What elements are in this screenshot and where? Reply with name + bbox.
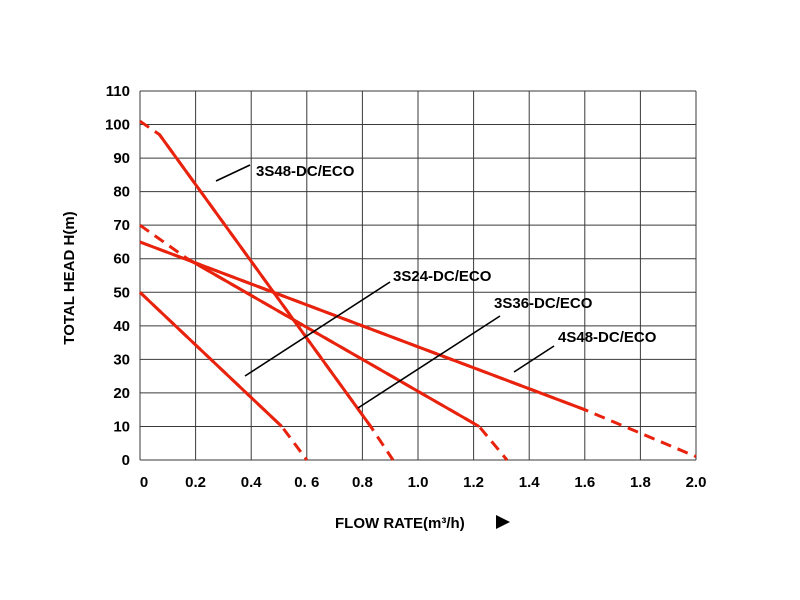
x-axis-title: FLOW RATE(m³/h) bbox=[335, 515, 465, 532]
curve-dashed-3s24-dc-eco bbox=[138, 291, 309, 461]
leader-line-3s36-dc-eco bbox=[357, 315, 501, 409]
y-axis-title: TOTAL HEAD H(m) bbox=[61, 211, 78, 344]
series-label-3s24-dc-eco: 3S24-DC/ECO bbox=[393, 268, 492, 285]
x-tick-label: 1.0 bbox=[408, 474, 429, 491]
leader-line-3s24-dc-eco bbox=[244, 281, 391, 377]
x-tick-label: 1.6 bbox=[574, 474, 595, 491]
y-tick-label: 40 bbox=[113, 318, 130, 335]
y-tick-label: 10 bbox=[113, 418, 130, 435]
y-tick-label: 0 bbox=[122, 452, 130, 469]
x-tick-label: 0. 6 bbox=[294, 474, 319, 491]
y-tick-label: 110 bbox=[106, 83, 130, 100]
x-axis-arrow-icon bbox=[496, 515, 510, 529]
x-tick-label: 0 bbox=[140, 474, 148, 491]
y-tick-label: 100 bbox=[105, 117, 130, 134]
x-tick-label: 0.2 bbox=[185, 474, 206, 491]
leader-line-4s48-dc-eco bbox=[513, 345, 555, 373]
series-label-4s48-dc-eco: 4S48-DC/ECO bbox=[558, 329, 657, 346]
x-tick-label: 2.0 bbox=[686, 474, 707, 491]
y-tick-label: 50 bbox=[113, 284, 130, 301]
x-tick-label: 1.2 bbox=[463, 474, 484, 491]
y-tick-label: 30 bbox=[113, 351, 130, 368]
label-leader-lines bbox=[215, 164, 555, 409]
y-tick-label: 80 bbox=[113, 184, 130, 201]
x-tick-label: 0.8 bbox=[352, 474, 373, 491]
x-tick-labels: 0 0.2 0.4 0. 6 0.8 1.0 1.2 1.4 1.6 1.8 2.0 bbox=[140, 474, 707, 491]
curve-solid-3s24-dc-eco bbox=[138, 291, 283, 428]
pump-curves bbox=[138, 119, 697, 461]
y-tick-label: 70 bbox=[113, 217, 130, 234]
y-tick-label: 90 bbox=[113, 150, 130, 167]
series-label-3s48-dc-eco: 3S48-DC/ECO bbox=[256, 163, 355, 180]
curve-solid-3s48-dc-eco bbox=[158, 133, 372, 428]
curve-solid-4s48-dc-eco bbox=[139, 240, 586, 412]
series-label-3s36-dc-eco: 3S36-DC/ECO bbox=[494, 295, 593, 312]
x-tick-label: 0.4 bbox=[241, 474, 263, 491]
curve-solid-3s36-dc-eco bbox=[186, 257, 480, 428]
x-tick-label: 1.8 bbox=[630, 474, 651, 491]
y-tick-label: 20 bbox=[113, 385, 130, 402]
x-tick-label: 1.4 bbox=[519, 474, 541, 491]
y-tick-label: 60 bbox=[113, 251, 130, 268]
leader-line-3s48-dc-eco bbox=[215, 164, 251, 182]
y-tick-labels: 0 10 20 30 40 50 60 70 80 90 100 110 bbox=[105, 83, 130, 469]
